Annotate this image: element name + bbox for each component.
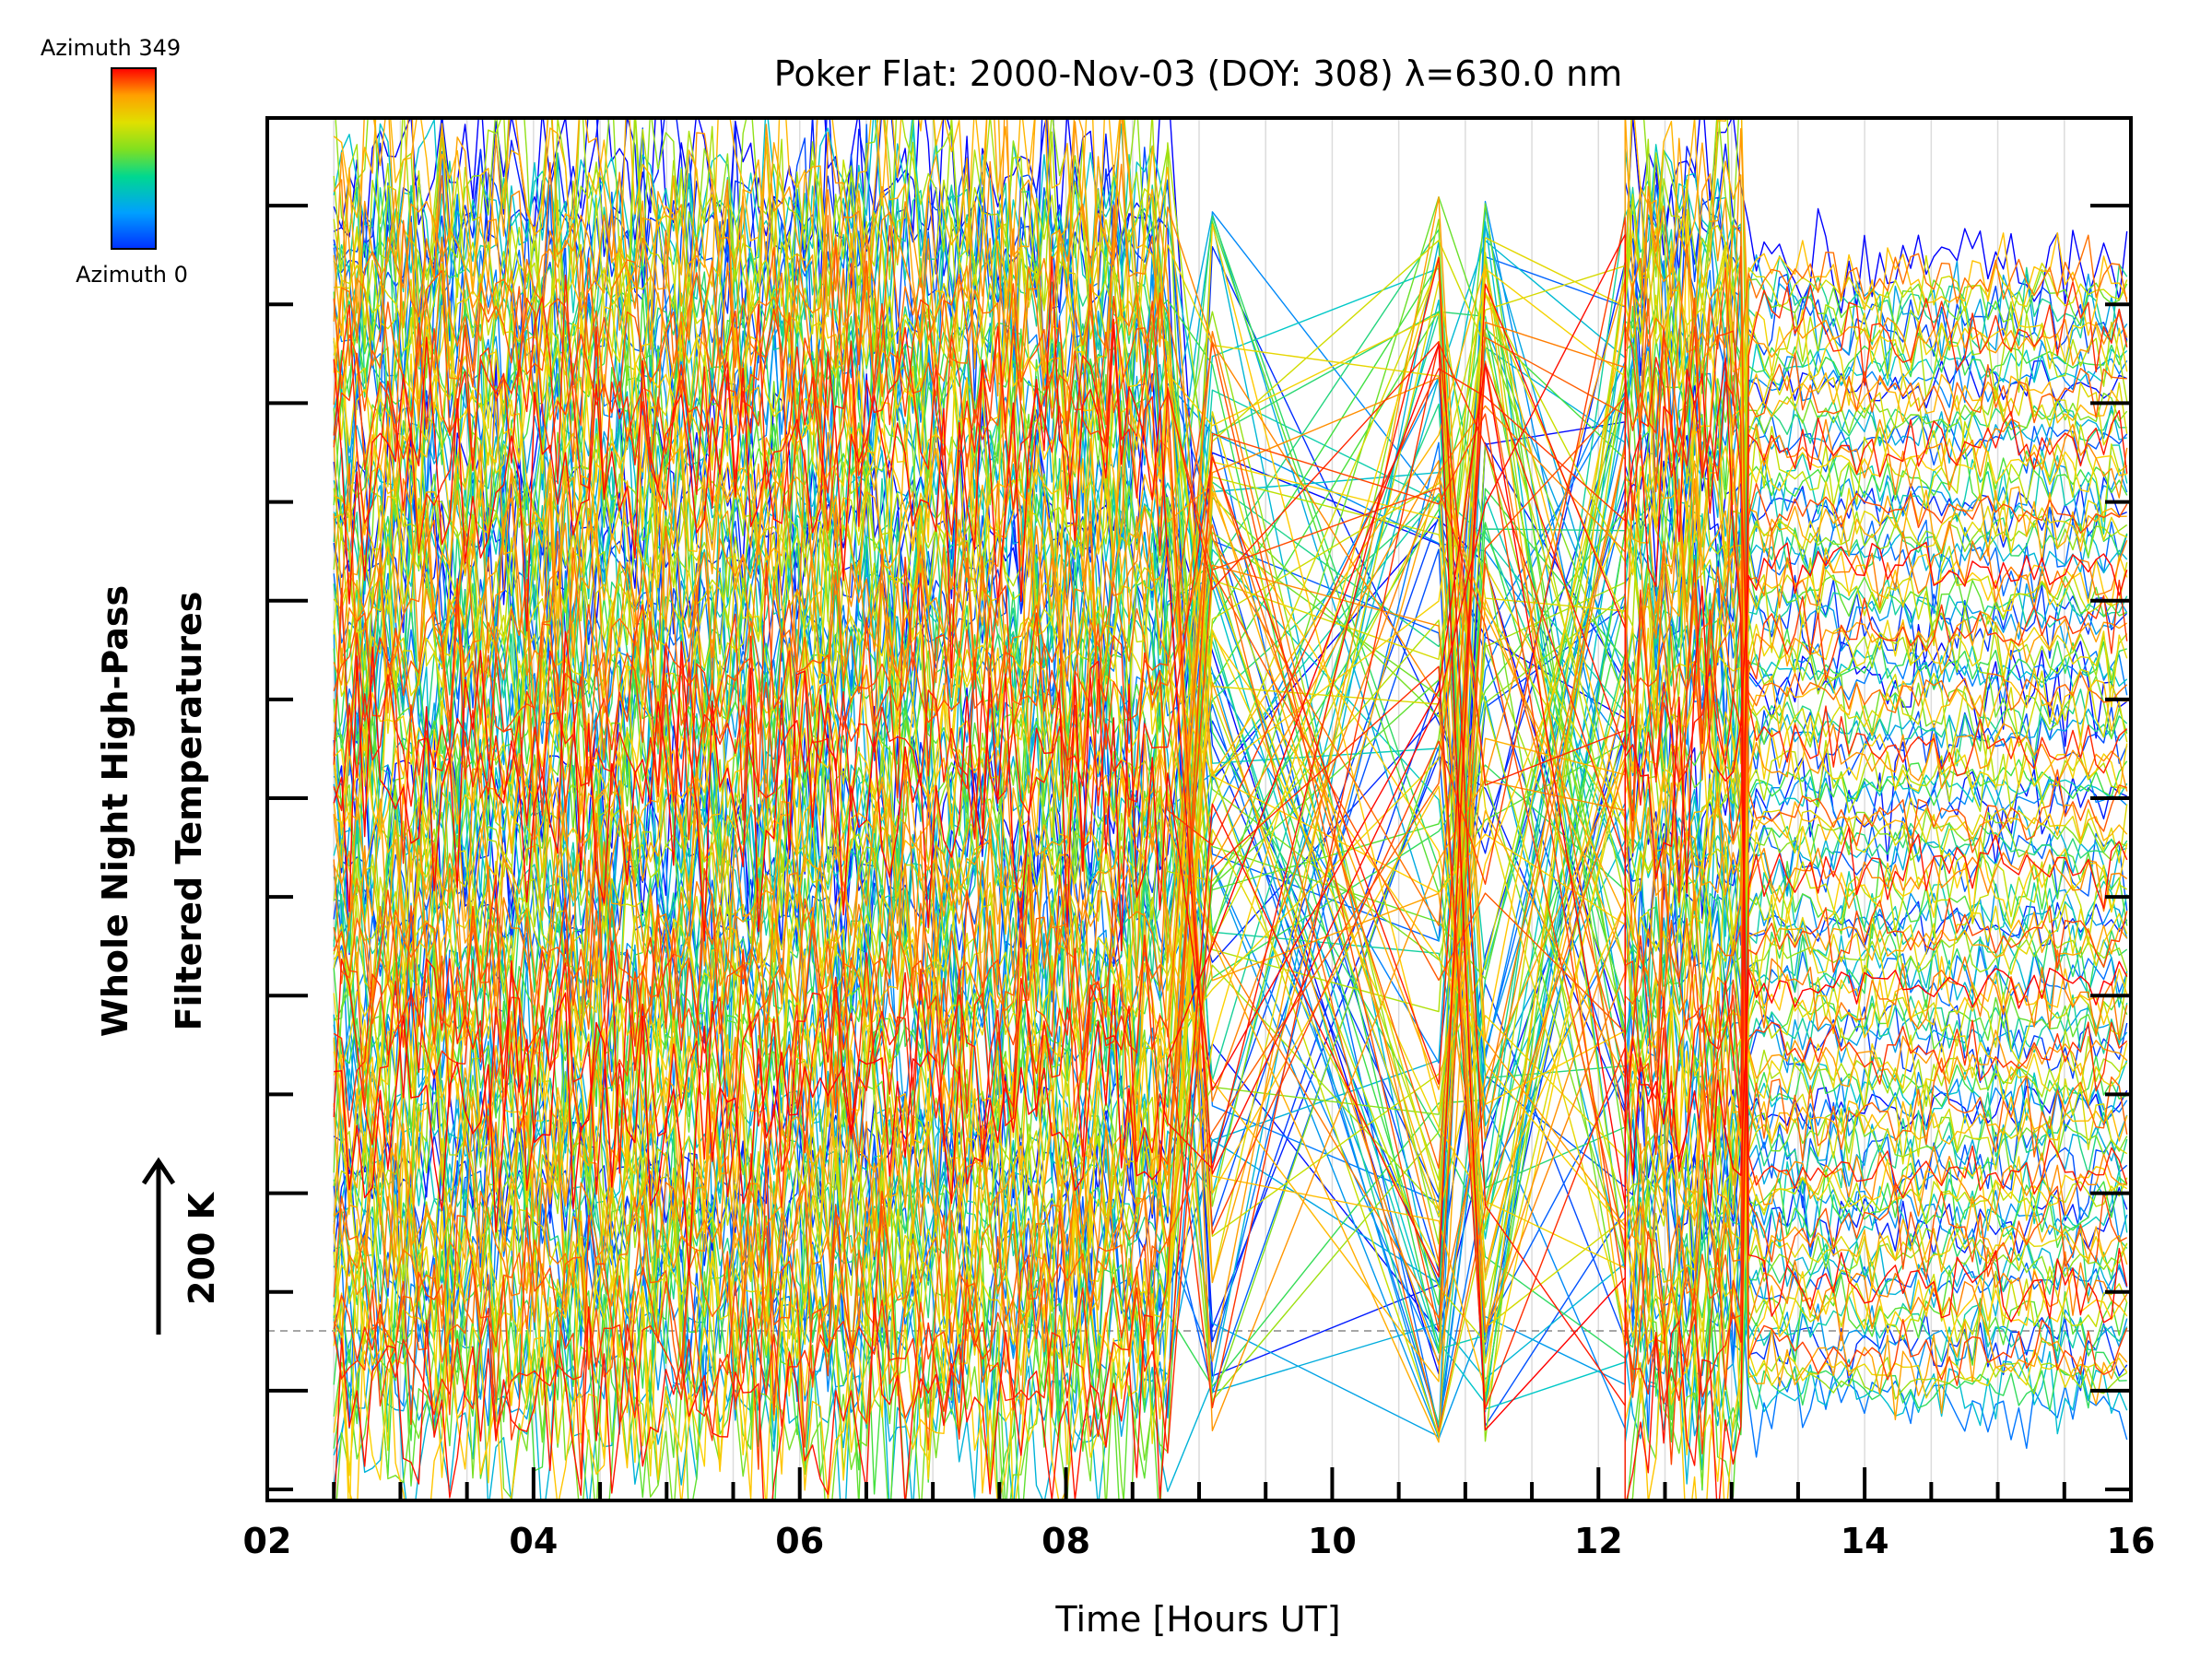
x-tick-label: 14 (1841, 1521, 1889, 1561)
series-line (333, 311, 2128, 1245)
series-line (333, 363, 2128, 1211)
series-line (333, 522, 2128, 1399)
series-line (333, 241, 2128, 1281)
series-line (333, 681, 2128, 1366)
series-line (333, 336, 2127, 1451)
series-lines (333, 118, 2128, 1500)
scale-label: 200 K (182, 1191, 222, 1305)
series-line (333, 368, 2128, 903)
series-line (333, 629, 2128, 1500)
series-line (333, 255, 2127, 1500)
series-line (333, 449, 2128, 1433)
x-tick-label: 16 (2107, 1521, 2156, 1561)
scale-indicator: 200 K (141, 1157, 222, 1335)
x-axis-label: Time [Hours UT] (1054, 1599, 1340, 1640)
series-line (333, 605, 2128, 1199)
series-line (333, 225, 2127, 1033)
x-tick-label: 08 (1041, 1521, 1090, 1561)
series-line (334, 764, 2127, 1412)
series-line (333, 461, 2128, 1411)
x-tick-labels: 02 04 06 08 10 12 14 16 (243, 1521, 2156, 1561)
series-line (333, 263, 2128, 1329)
x-tick-label: 02 (243, 1521, 292, 1561)
series-line (333, 332, 2128, 1306)
series-line (334, 344, 2128, 1431)
y-axis-label-line-1: Whole Night High-Pass (95, 585, 135, 1037)
series-line (333, 454, 2128, 1427)
series-line (333, 594, 2128, 1322)
series-line (333, 274, 2128, 786)
y-axis-label-line-2: Filtered Temperatures (169, 592, 209, 1031)
series-line (333, 377, 2127, 1217)
series-line (333, 418, 2128, 1415)
series-line (333, 486, 2127, 1290)
colorbar-gradient (111, 67, 157, 250)
scale-arrow-head (141, 1157, 176, 1185)
series-line (333, 236, 2128, 1324)
x-tick-label: 12 (1574, 1521, 1623, 1561)
colorbar-top-label: Azimuth 349 (41, 35, 181, 61)
series-line (333, 233, 2128, 1324)
series-line (333, 454, 2128, 1170)
y-axis-label: Whole Night High-Pass Filtered Temperatu… (95, 585, 209, 1037)
series-line (333, 223, 2128, 1242)
series-line (335, 118, 2128, 1442)
series-line (333, 118, 2128, 1283)
series-line (333, 281, 2128, 1437)
series-line (335, 497, 2128, 1500)
series-line (333, 160, 2128, 1333)
series-line (333, 118, 2127, 1350)
series-line (333, 362, 2128, 1199)
x-tick-label: 06 (775, 1521, 824, 1561)
series-line (333, 291, 2128, 1364)
series-line (334, 340, 2128, 1363)
series-line (333, 263, 2128, 1204)
series-line (333, 443, 2128, 1342)
series-line (333, 414, 2128, 1330)
series-line (334, 283, 2128, 1500)
x-tick-label: 04 (509, 1521, 558, 1561)
series-line (333, 271, 2128, 1382)
series-line (333, 118, 2128, 1043)
series-line (333, 118, 2128, 1266)
series-line (333, 363, 2128, 1206)
series-line (333, 342, 2128, 1408)
series-line (333, 217, 2128, 1386)
x-tick-label: 10 (1308, 1521, 1357, 1561)
series-line (333, 396, 2128, 1420)
series-line (333, 322, 2128, 1264)
colorbar-bottom-label: Azimuth 0 (76, 262, 188, 288)
series-line (333, 267, 2128, 836)
colorbar: Azimuth 349 Azimuth 0 (41, 35, 188, 288)
series-line (333, 257, 2128, 1406)
chart-title: Poker Flat: 2000-Nov-03 (DOY: 308) λ=630… (774, 53, 1622, 94)
series-line (333, 413, 2128, 1480)
series-line (333, 327, 2128, 1500)
axis-ticks (265, 204, 2133, 1500)
